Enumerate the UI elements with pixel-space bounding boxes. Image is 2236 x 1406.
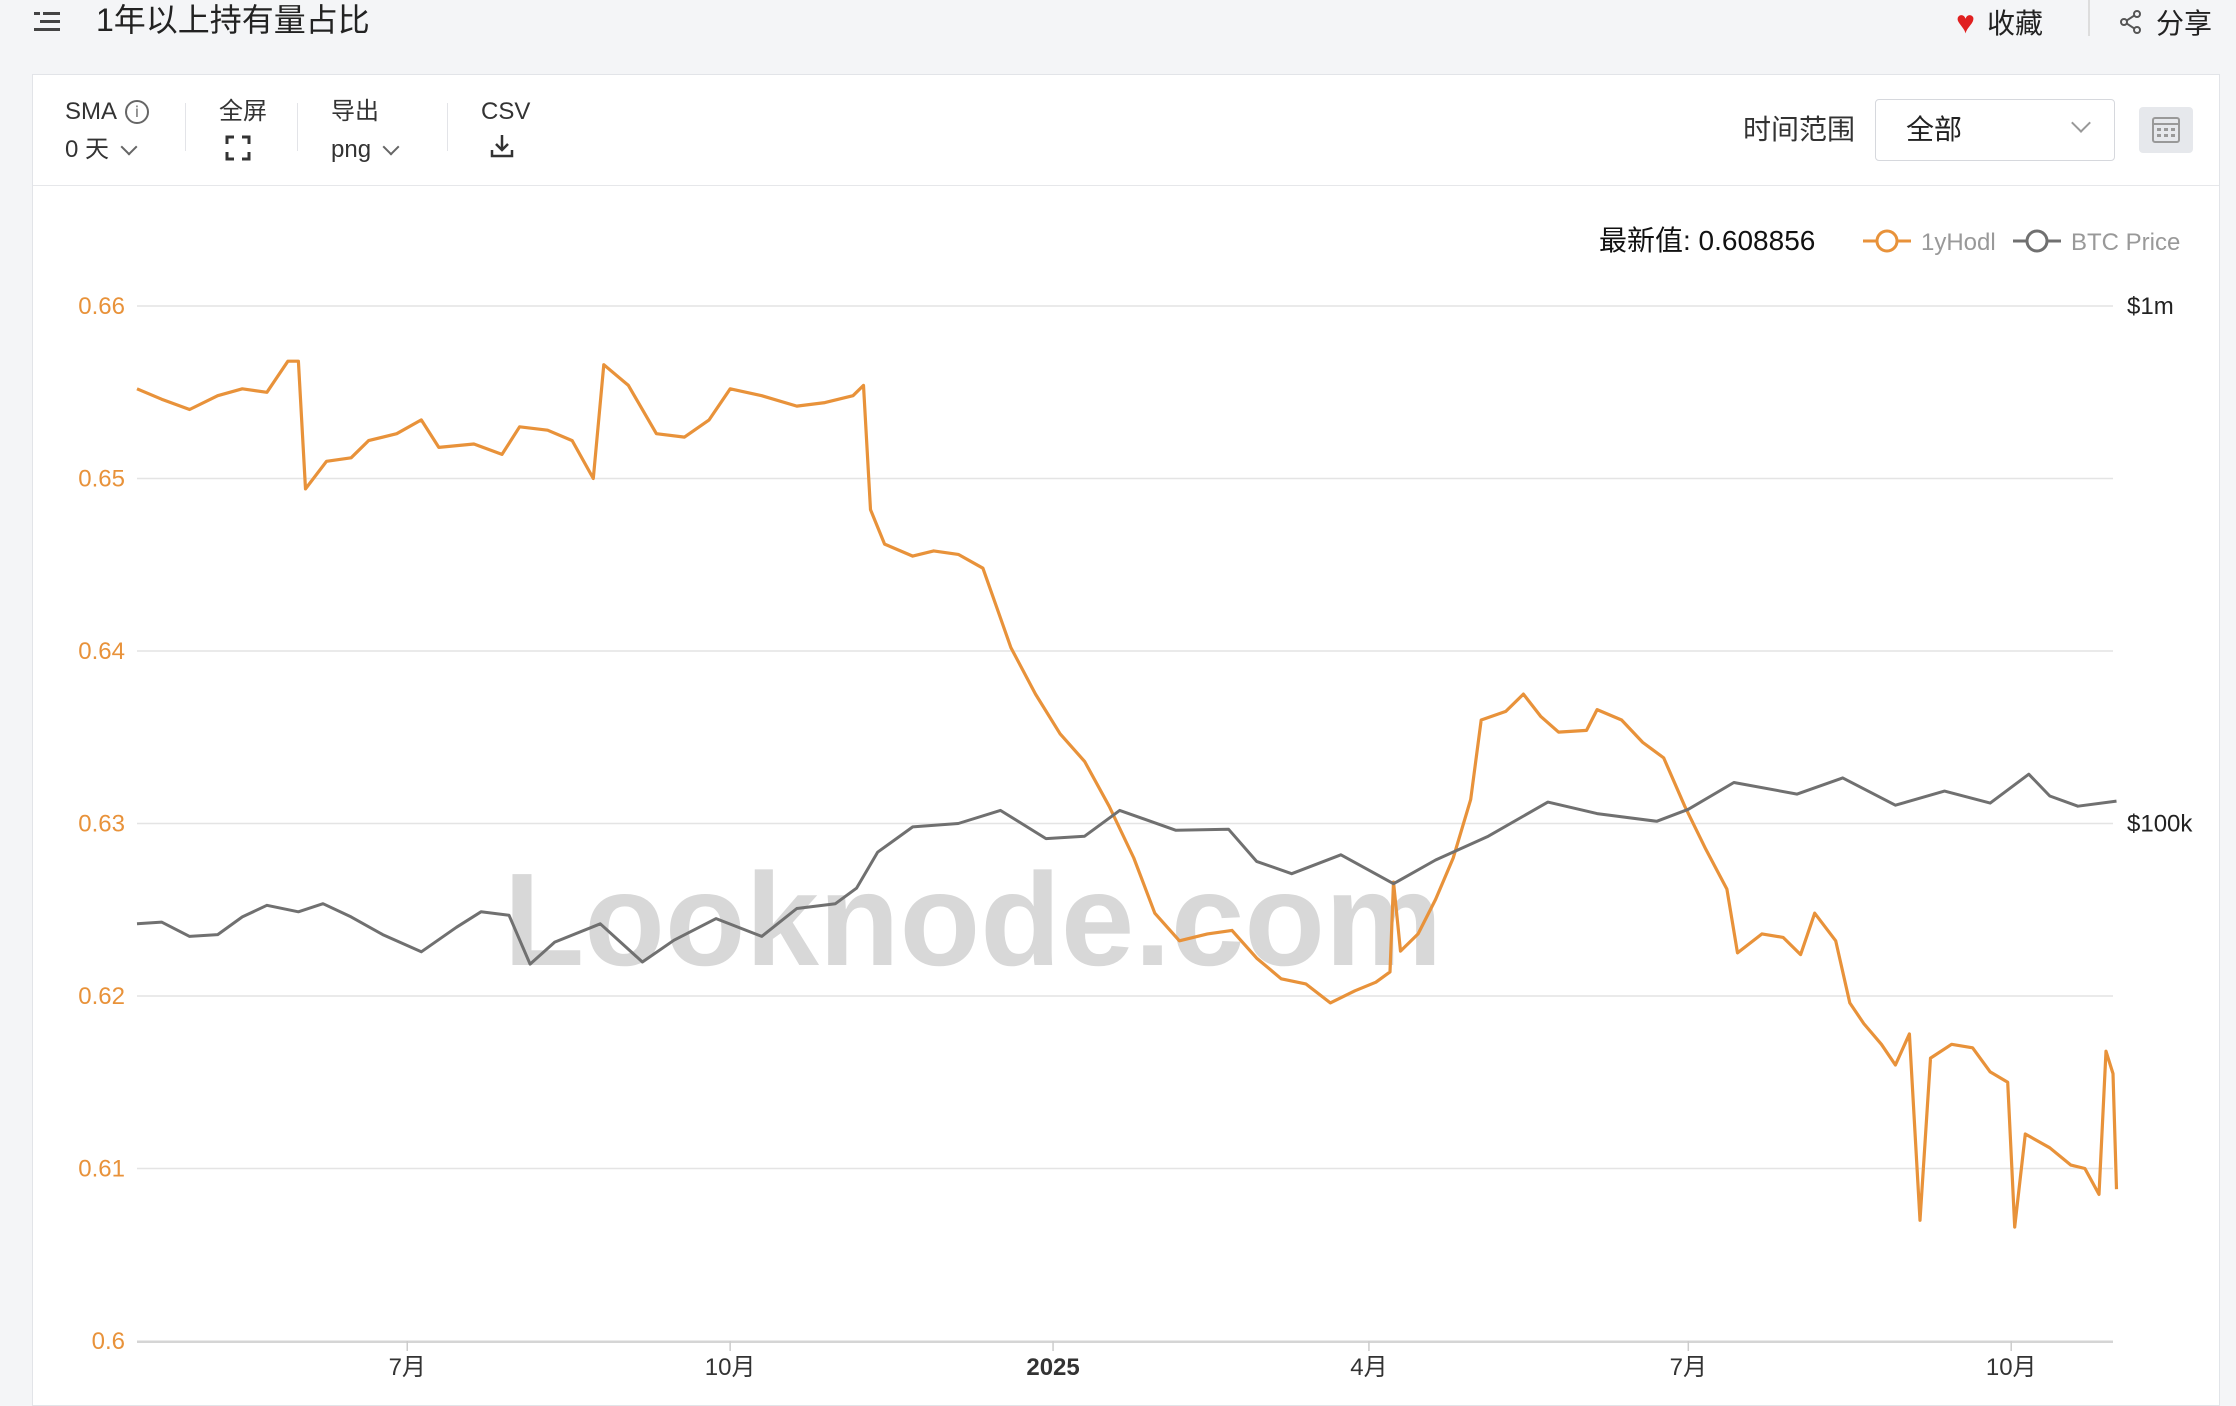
- latest-value-label: 最新值: 0.608856: [1599, 225, 1815, 256]
- chart-card: SMA i 0 天 全屏 导出 png CSV: [32, 74, 2220, 1406]
- time-range-value: 全部: [1906, 114, 1963, 145]
- legend-label: BTC Price: [2071, 229, 2180, 256]
- fullscreen-label: 全屏: [219, 98, 267, 125]
- x-tick-label: 2025: [1026, 1354, 1079, 1381]
- legend-item: BTC Price: [2013, 229, 2180, 256]
- legend-item: 1yHodl: [1863, 229, 1996, 256]
- sma-label: SMA: [65, 98, 118, 125]
- y-axis-left: 0.66 0.65 0.64 0.63 0.62 0.61 0.6: [78, 293, 125, 1355]
- hodl-line-chart: Looknode.com 0.660.650.640.630.620.610.6…: [78, 225, 2193, 1381]
- y-tick-label: 0.62: [78, 983, 125, 1010]
- x-tick-label: 7月: [389, 1354, 426, 1381]
- calendar-button[interactable]: [2139, 107, 2193, 153]
- export-format-value: png: [331, 136, 372, 163]
- legend-marker-icon: [1875, 229, 1899, 253]
- header-divider: [2088, 0, 2090, 36]
- calendar-icon: [2152, 117, 2180, 143]
- toolbar-divider: [185, 103, 186, 151]
- top-header: 1年以上持有量占比 ♥ 收藏 分享: [0, 0, 2236, 60]
- x-tick-label: 10月: [705, 1354, 756, 1381]
- sma-control[interactable]: SMA i 0 天: [65, 97, 150, 165]
- y-right-tick-label: $100k: [2127, 811, 2193, 838]
- csv-label: CSV: [481, 98, 531, 125]
- share-icon: [2120, 10, 2141, 34]
- fullscreen-icon: [225, 135, 251, 161]
- series-lines: [136, 359, 2119, 1229]
- y-tick-label: 0.64: [78, 638, 125, 665]
- y-tick-label: 0.61: [78, 1156, 125, 1183]
- export-label: 导出: [331, 98, 379, 125]
- watermark-text: Looknode.com: [504, 846, 1443, 993]
- legend-marker-icon: [2025, 229, 2049, 253]
- y-tick-label: 0.6: [92, 1328, 125, 1355]
- y-right-tick-label: $1m: [2127, 293, 2174, 320]
- time-range-select[interactable]: 全部: [1875, 99, 2115, 161]
- toolbar-divider: [447, 103, 448, 151]
- download-icon: [490, 135, 514, 158]
- legend-label: 1yHodl: [1921, 229, 1996, 256]
- btc-price-line: [136, 772, 2117, 966]
- favorite-label: 收藏: [1987, 8, 2044, 39]
- time-range-label: 时间范围: [1743, 114, 1856, 145]
- csv-download-button[interactable]: CSV: [481, 97, 530, 166]
- favorite-button[interactable]: ♥ 收藏: [1956, 2, 2043, 42]
- x-tick-label: 10月: [1986, 1354, 2037, 1381]
- y-tick-label: 0.65: [78, 466, 125, 493]
- share-button[interactable]: 分享: [2118, 2, 2212, 42]
- y-tick-label: 0.63: [78, 811, 125, 838]
- sma-value: 0 天: [65, 136, 110, 163]
- grid-lines: [137, 305, 2113, 1343]
- export-control[interactable]: 导出 png: [331, 97, 400, 165]
- toolbar-divider: [297, 103, 298, 151]
- sma-select[interactable]: 0 天: [65, 135, 149, 165]
- export-format-select[interactable]: png: [331, 135, 400, 165]
- heart-icon: ♥: [1956, 4, 1975, 40]
- y-tick-label: 0.66: [78, 293, 125, 320]
- y-axis-right: $1m $100k: [2127, 293, 2193, 838]
- chart-toolbar: SMA i 0 天 全屏 导出 png CSV: [33, 75, 2219, 186]
- menu-icon[interactable]: [32, 6, 62, 36]
- x-tick-label: 7月: [1670, 1354, 1707, 1381]
- share-label: 分享: [2156, 8, 2213, 39]
- info-icon[interactable]: i: [125, 100, 150, 124]
- x-axis: 7月 10月 2025 4月 7月 10月: [389, 1341, 2037, 1381]
- x-tick-label: 4月: [1350, 1354, 1387, 1381]
- page-title: 1年以上持有量占比: [96, 2, 370, 38]
- hodl-1y-line: [136, 359, 2119, 1229]
- fullscreen-button[interactable]: 全屏: [219, 97, 267, 168]
- chart-legend: 最新值: 0.608856 1yHodl BTC Price: [1599, 225, 2180, 256]
